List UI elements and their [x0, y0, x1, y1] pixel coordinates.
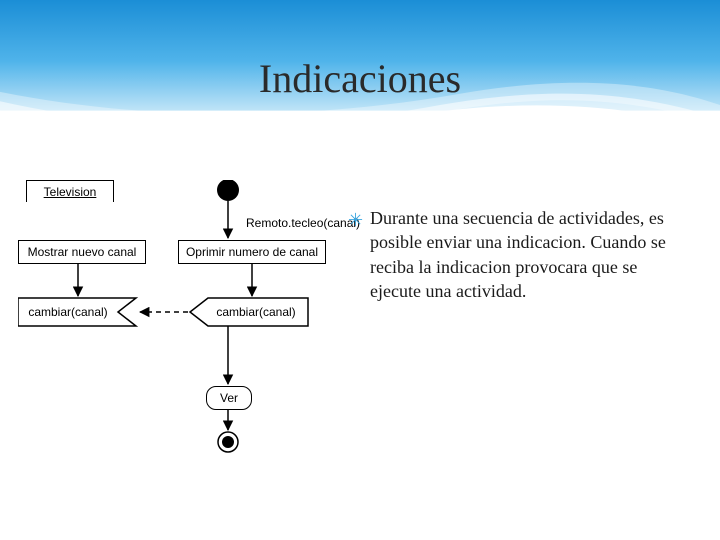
slide-content: Television Mostrar nuevo canal Oprimir n… [0, 150, 720, 540]
body-paragraph: Durante una secuencia de actividades, es… [370, 208, 666, 301]
node-cambiar-recv-label: cambiar(canal) [28, 305, 107, 319]
slide-header: Indicaciones [0, 0, 720, 150]
body-text-block: ✳ Durante una secuencia de actividades, … [370, 206, 690, 303]
node-end-dot [222, 436, 234, 448]
bullet-asterisk-icon: ✳ [348, 208, 363, 232]
slide-title: Indicaciones [0, 55, 720, 102]
activity-diagram: Television Mostrar nuevo canal Oprimir n… [18, 180, 348, 480]
node-start [217, 180, 239, 201]
node-cambiar-send-label: cambiar(canal) [216, 305, 295, 319]
diagram-svg: cambiar(canal) cambiar(canal) [18, 180, 348, 480]
